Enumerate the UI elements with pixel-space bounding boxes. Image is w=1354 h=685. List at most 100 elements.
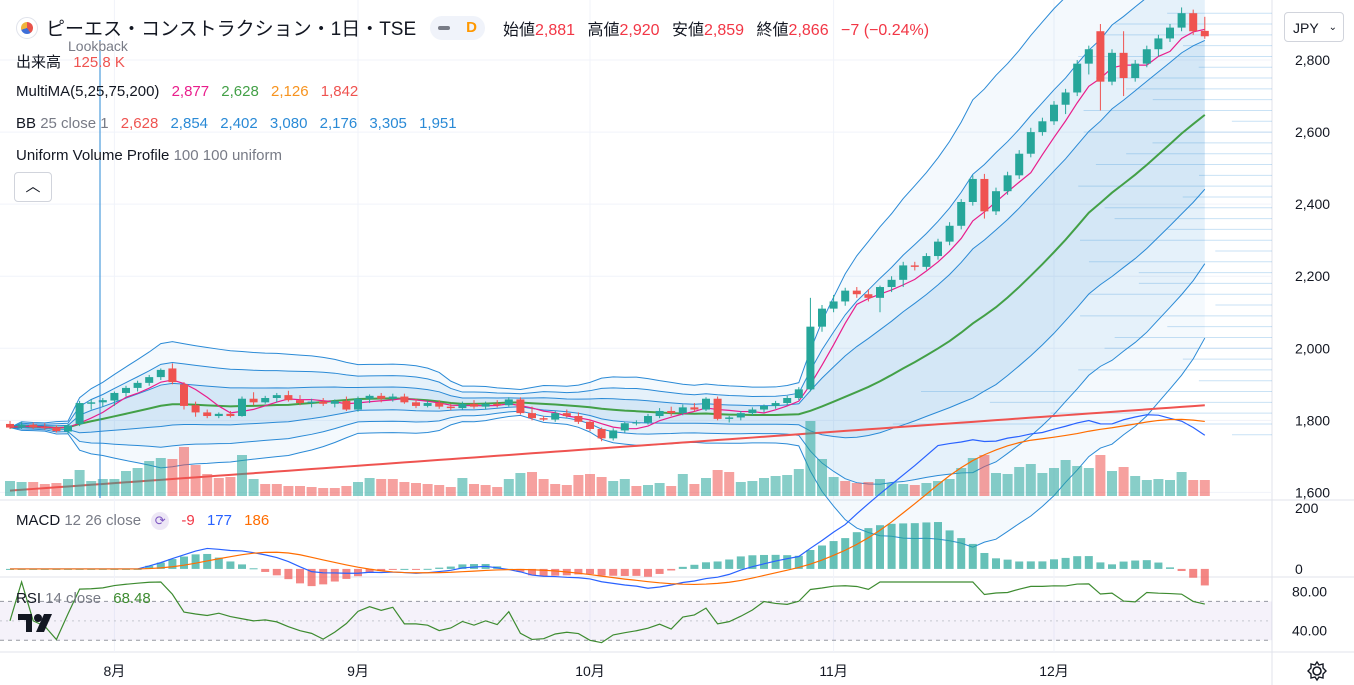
candle-body xyxy=(794,389,803,398)
interval-badge: D xyxy=(466,19,477,36)
currency-select[interactable]: JPY ⌄ xyxy=(1284,12,1344,42)
volume-bar xyxy=(1176,472,1187,496)
ma200-value: 1,842 xyxy=(320,83,359,100)
volume-bar xyxy=(213,478,224,496)
settings-gear-icon[interactable] xyxy=(1306,660,1328,682)
macd-histogram-bar xyxy=(980,552,989,569)
price-tick-label: 2,400 xyxy=(1295,196,1330,212)
candle-body xyxy=(644,416,652,423)
macd-histogram-bar xyxy=(412,568,420,570)
volume-bar xyxy=(619,479,630,496)
volume-bar xyxy=(759,478,769,496)
volume-bar xyxy=(1107,471,1117,496)
candle-body xyxy=(1119,52,1128,79)
candle-body xyxy=(238,398,246,417)
candle-body xyxy=(330,400,339,404)
timeframe-pill[interactable]: D xyxy=(430,15,485,40)
volume-bar xyxy=(329,488,340,496)
low-label: 安値 xyxy=(672,21,705,39)
candle-body xyxy=(1073,63,1082,93)
macd-histogram-bar xyxy=(586,568,594,575)
macd-histogram-bar xyxy=(597,568,606,576)
candle-body xyxy=(748,409,757,414)
volume-bar xyxy=(654,483,665,496)
price-tick-label: 2,800 xyxy=(1295,52,1330,68)
candle-body xyxy=(180,384,188,406)
volume-bar xyxy=(527,472,537,496)
macd-histogram-bar xyxy=(1142,560,1151,569)
lookback-label: Lookback xyxy=(68,38,128,54)
macd-histogram-bar xyxy=(261,568,270,572)
volume-bar xyxy=(39,484,50,496)
candle-body xyxy=(284,395,293,401)
candle-body xyxy=(261,398,270,403)
rsi-legend[interactable]: RSI 14 close 68.48 xyxy=(16,590,151,607)
bb-legend[interactable]: BB 25 close 1 2,628 2,854 2,402 3,080 2,… xyxy=(16,115,457,132)
candle-body xyxy=(52,427,61,432)
candle-body xyxy=(29,424,38,428)
month-axis-label: 9月 xyxy=(347,663,369,679)
volume-bar xyxy=(1130,476,1141,496)
tradingview-logo-icon[interactable] xyxy=(18,612,62,634)
volume-bar xyxy=(585,474,595,496)
macd-histogram-bar xyxy=(760,554,768,569)
volume-bar xyxy=(28,482,39,496)
volume-bar xyxy=(596,477,607,496)
volume-bar xyxy=(364,478,375,496)
collapse-legend-button[interactable]: ︿ xyxy=(14,172,52,202)
macd-histogram-bar xyxy=(551,568,560,576)
volume-bar xyxy=(51,483,62,496)
volume-bar xyxy=(550,484,561,496)
rsi-tick-label: 80.00 xyxy=(1292,584,1327,600)
macd-histogram-bar xyxy=(1096,562,1105,569)
refresh-icon[interactable]: ⟳ xyxy=(151,512,170,531)
macd-legend[interactable]: MACD 12 26 close ⟳ -9 177 186 xyxy=(16,512,269,531)
volume-bar xyxy=(260,484,271,496)
volume-bar xyxy=(1037,473,1048,496)
candle-body xyxy=(1084,49,1093,64)
macd-histogram-bar xyxy=(1131,560,1140,569)
macd-params: 12 26 close xyxy=(64,512,142,529)
macd-histogram-bar xyxy=(957,538,966,569)
ma-legend[interactable]: MultiMA(5,25,75,200) 2,877 2,628 2,126 1… xyxy=(16,83,358,100)
volume-bar xyxy=(967,458,978,496)
candle-body xyxy=(354,398,362,410)
candle-body xyxy=(307,401,316,404)
macd-histogram-bar xyxy=(272,568,281,576)
macd-histogram-bar xyxy=(1177,568,1186,572)
candle-body xyxy=(736,413,745,418)
volume-bar xyxy=(538,479,549,496)
bb-line-3 xyxy=(9,0,1145,429)
volume-bar xyxy=(63,479,73,496)
ma25-value: 2,628 xyxy=(221,83,259,100)
macd-histogram-bar xyxy=(702,562,710,569)
macd-histogram-bar xyxy=(1015,561,1024,569)
bb-params: 25 close 1 xyxy=(40,115,109,132)
candle-body xyxy=(214,413,223,417)
bb-line-6 xyxy=(9,337,1206,548)
macd-histogram-bar xyxy=(864,528,873,569)
candle-body xyxy=(910,265,919,267)
candle-body xyxy=(1189,13,1198,32)
macd-signal-line xyxy=(10,418,1205,586)
bb-line-2 xyxy=(10,188,1206,439)
price-tick-label: 1,600 xyxy=(1295,484,1330,500)
volume-label: 出来高 xyxy=(16,54,62,71)
symbol-title[interactable]: ピーエス・コンストラクション・1日・TSE xyxy=(46,19,417,40)
candle-body xyxy=(122,387,130,393)
candle-body xyxy=(400,396,409,403)
candle-body xyxy=(852,290,861,295)
month-axis-label: 10月 xyxy=(575,663,605,679)
candle-body xyxy=(632,422,641,424)
macd-histogram-bar xyxy=(296,568,304,584)
macd-histogram-bar xyxy=(655,568,664,574)
macd-histogram-bar xyxy=(319,568,328,585)
vp-legend[interactable]: Uniform Volume Profile 100 100 uniform xyxy=(16,147,282,164)
macd-histogram-bar xyxy=(1154,562,1163,569)
macd-histogram-bar xyxy=(388,568,397,570)
volume-legend[interactable]: 出来高 125.8 K xyxy=(16,51,125,72)
candle-body xyxy=(6,423,14,428)
macd-label: MACD xyxy=(16,512,61,529)
macd-histogram-bar xyxy=(678,566,687,569)
